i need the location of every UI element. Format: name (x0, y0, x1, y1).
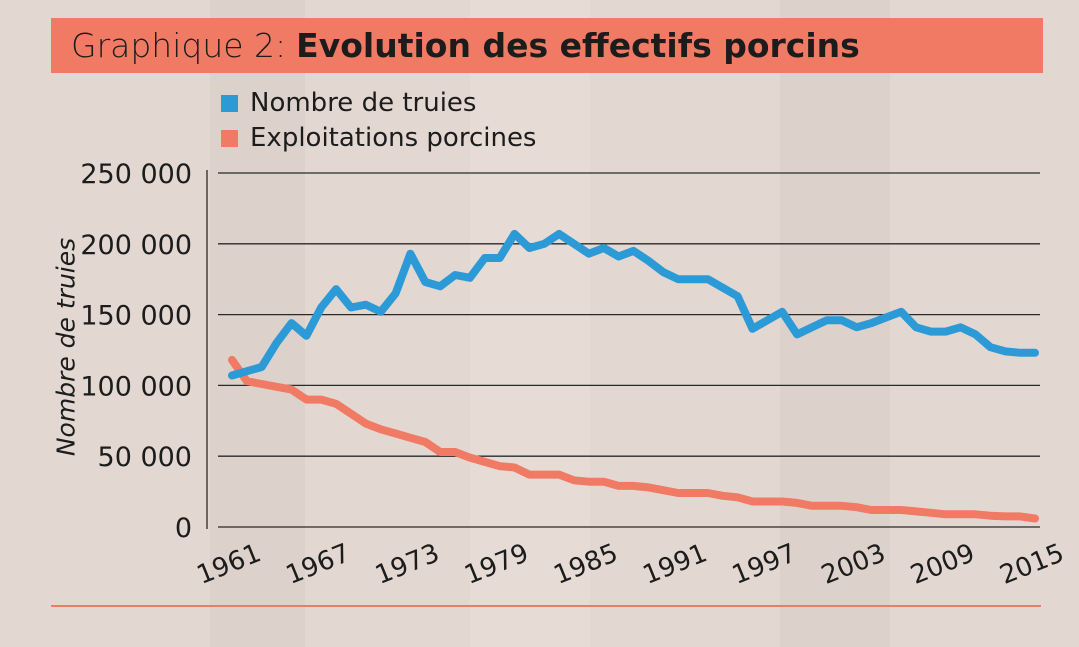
x-tick-label: 1973 (371, 538, 444, 591)
x-tick-label: 2003 (817, 538, 890, 591)
series-line-exploitations (228, 355, 1039, 523)
chart-title-bar: Graphique 2: Evolution des effectifs por… (51, 18, 1043, 73)
x-tick-label: 2015 (996, 538, 1069, 591)
y-tick-label: 150 000 (80, 301, 192, 332)
legend-swatch-truies (221, 94, 238, 112)
legend-swatch-exploitations (221, 129, 238, 147)
y-tick-label: 250 000 (80, 159, 192, 190)
x-tick-label: 2009 (906, 538, 979, 591)
legend-item-exploitations: Exploitations porcines (221, 123, 536, 153)
background-band (470, 0, 590, 647)
y-tick-label: 100 000 (80, 371, 192, 402)
x-tick-label: 1991 (639, 538, 712, 591)
y-tick-label: 50 000 (98, 442, 192, 473)
y-tick-label: 200 000 (80, 230, 192, 261)
y-tick-label: 0 (175, 513, 192, 544)
legend-label-truies: Nombre de truies (250, 88, 477, 118)
x-tick-label: 1985 (550, 538, 623, 591)
x-tick-label: 1961 (193, 538, 266, 591)
x-tick-label: 1997 (728, 538, 801, 591)
x-tick-label: 1979 (460, 538, 533, 591)
legend-item-truies: Nombre de truies (221, 88, 476, 118)
x-tick-label: 1967 (282, 538, 355, 591)
chart-title: Evolution des effectifs porcins (296, 26, 860, 65)
legend-label-exploitations: Exploitations porcines (250, 123, 537, 153)
series-line-truies (228, 229, 1039, 380)
bottom-divider (51, 605, 1041, 607)
chart-title-prefix: Graphique 2: (71, 26, 287, 65)
